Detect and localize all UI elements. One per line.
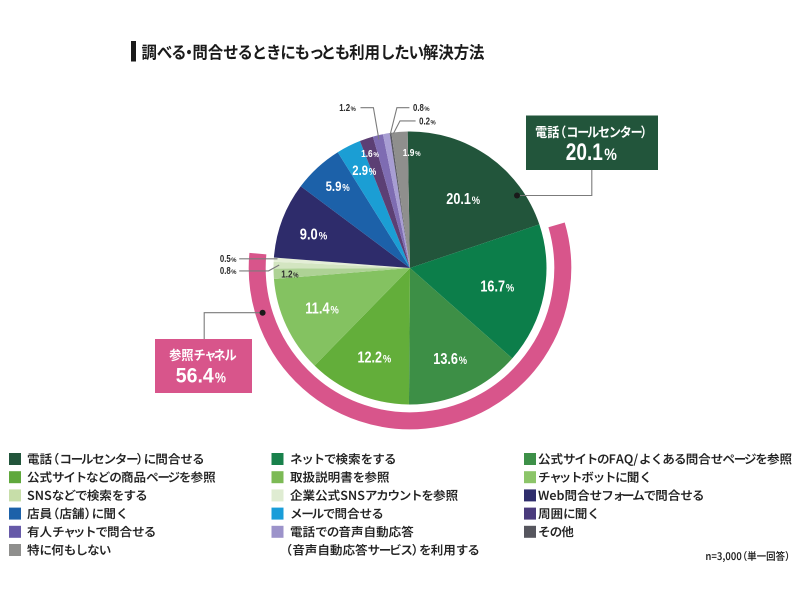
svg-text:0.5: 0.5	[220, 254, 231, 265]
svg-text:%: %	[231, 257, 236, 264]
svg-text:%: %	[383, 354, 391, 366]
svg-text:%: %	[604, 145, 617, 164]
svg-text:%: %	[459, 355, 467, 367]
svg-text:1.2: 1.2	[339, 103, 350, 114]
svg-text:0.2: 0.2	[419, 116, 430, 127]
svg-text:%: %	[351, 106, 356, 113]
svg-text:12.2: 12.2	[358, 350, 383, 367]
svg-text:%: %	[369, 167, 377, 178]
svg-text:%: %	[506, 282, 514, 294]
svg-text:%: %	[319, 231, 328, 243]
svg-text:5.9: 5.9	[326, 179, 342, 195]
svg-text:%: %	[215, 371, 226, 387]
svg-text:%: %	[293, 271, 299, 279]
svg-text:20.1: 20.1	[566, 140, 603, 166]
svg-text:%: %	[373, 150, 379, 159]
svg-text:56.4: 56.4	[176, 365, 214, 388]
svg-text:%: %	[472, 195, 480, 207]
svg-text:2.9: 2.9	[352, 162, 368, 178]
svg-text:%: %	[431, 119, 436, 126]
svg-text:13.6: 13.6	[433, 351, 458, 368]
svg-text:%: %	[231, 269, 236, 276]
svg-text:11.4: 11.4	[305, 300, 330, 317]
svg-text:%: %	[415, 149, 421, 158]
svg-text:%: %	[331, 304, 340, 316]
svg-text:%: %	[342, 183, 350, 194]
svg-text:%: %	[424, 106, 429, 113]
svg-text:9.0: 9.0	[300, 226, 318, 244]
svg-text:0.8: 0.8	[413, 103, 424, 114]
svg-text:16.7: 16.7	[480, 278, 505, 295]
svg-text:1.2: 1.2	[281, 269, 293, 280]
svg-text:1.6: 1.6	[361, 148, 373, 160]
svg-text:0.8: 0.8	[220, 266, 231, 277]
svg-text:20.1: 20.1	[446, 191, 471, 208]
svg-text:1.9: 1.9	[403, 147, 415, 159]
